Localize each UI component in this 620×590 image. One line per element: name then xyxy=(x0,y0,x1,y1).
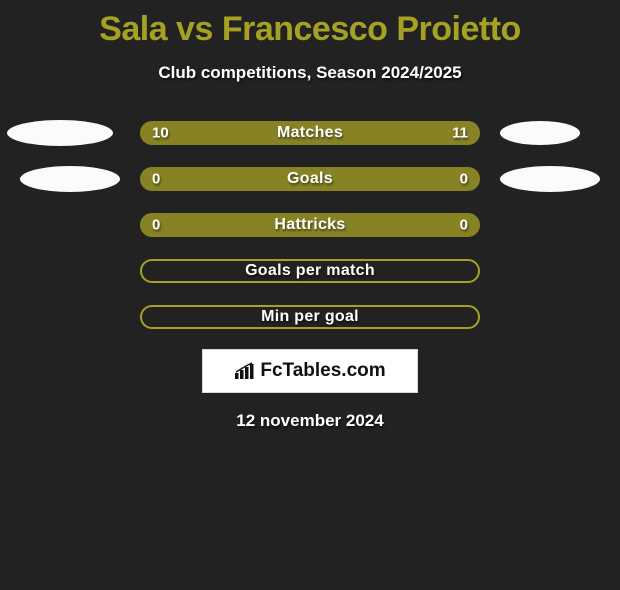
decorative-ellipse xyxy=(7,120,113,146)
decorative-ellipse xyxy=(500,166,600,192)
stat-label: Min per goal xyxy=(261,308,359,326)
stat-row: Matches 10 11 xyxy=(0,121,620,145)
stat-row: Min per goal xyxy=(0,305,620,329)
stat-value-left: 0 xyxy=(152,217,160,234)
stat-value-right: 0 xyxy=(460,171,468,188)
subtitle: Club competitions, Season 2024/2025 xyxy=(0,63,620,83)
stat-label: Goals xyxy=(287,170,333,188)
stat-value-left: 10 xyxy=(152,125,169,142)
stat-label: Matches xyxy=(277,124,343,142)
stats-rows: Matches 10 11 Goals 0 0 Hattricks 0 0 Goals per m… xyxy=(0,121,620,329)
stat-label: Hattricks xyxy=(274,216,345,234)
stat-row: Goals per match xyxy=(0,259,620,283)
stat-row: Goals 0 0 xyxy=(0,167,620,191)
stat-value-right: 11 xyxy=(452,125,468,142)
date-line: 12 november 2024 xyxy=(0,411,620,431)
decorative-ellipse xyxy=(20,166,120,192)
stat-pill: Hattricks 0 0 xyxy=(140,213,480,237)
stat-value-right: 0 xyxy=(460,217,468,234)
logo-text: FcTables.com xyxy=(260,360,385,382)
stat-pill: Goals per match xyxy=(140,259,480,283)
stat-label: Goals per match xyxy=(245,262,375,280)
stat-pill: Matches 10 11 xyxy=(140,121,480,145)
stat-pill: Goals 0 0 xyxy=(140,167,480,191)
page-title: Sala vs Francesco Proietto xyxy=(0,10,620,49)
decorative-ellipse xyxy=(500,121,580,145)
logo-box: FcTables.com xyxy=(202,349,418,393)
stat-value-left: 0 xyxy=(152,171,160,188)
stat-row: Hattricks 0 0 xyxy=(0,213,620,237)
fctables-logo: FcTables.com xyxy=(234,360,385,382)
chart-icon xyxy=(234,362,256,380)
stat-pill: Min per goal xyxy=(140,305,480,329)
